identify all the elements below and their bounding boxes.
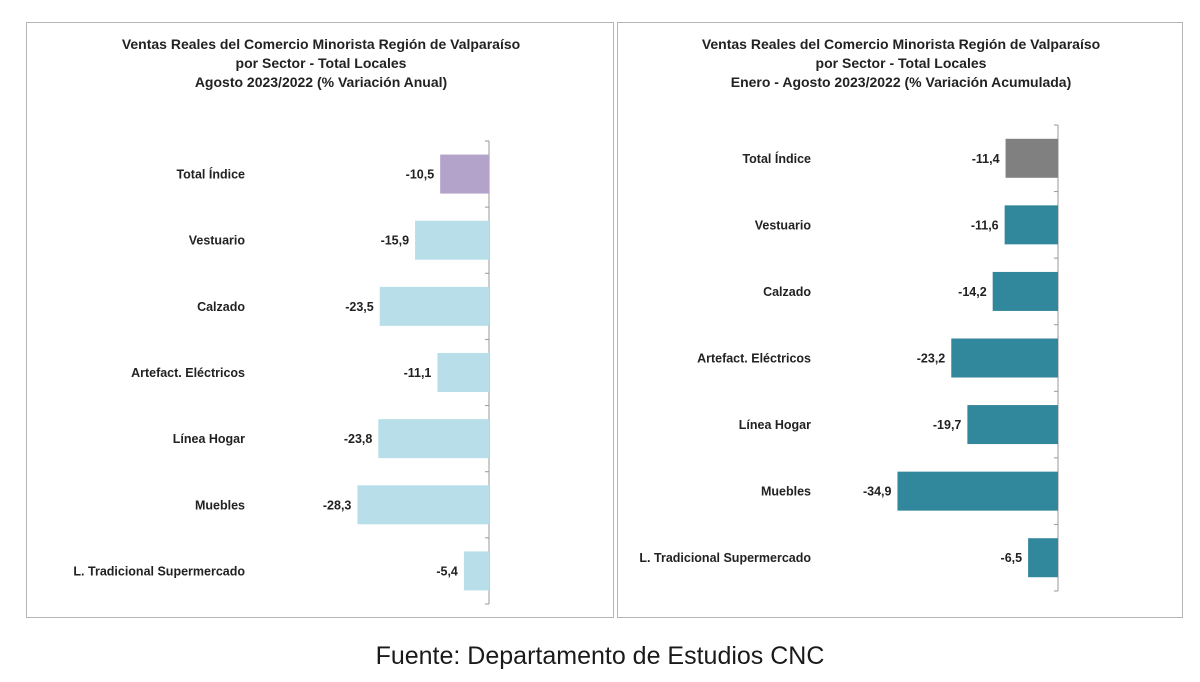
annual-value-label-2: -15,9	[381, 234, 410, 248]
accumulated-bar-3	[992, 271, 1058, 311]
annual-category-label-3: Calzado	[197, 300, 245, 314]
annual-title-line-2: por Sector - Total Locales	[236, 55, 407, 71]
annual-title-line-3: Agosto 2023/2022 (% Variación Anual)	[195, 74, 447, 90]
accumulated-bar-4	[951, 338, 1058, 378]
chart-panel-accumulated: Ventas Reales del Comercio Minorista Reg…	[617, 22, 1183, 618]
accumulated-value-label-4: -23,2	[917, 352, 946, 366]
bar-chart-accumulated: Ventas Reales del Comercio Minorista Reg…	[639, 36, 1100, 592]
accumulated-category-label-4: Artefact. Eléctricos	[697, 352, 811, 366]
annual-category-label-5: Línea Hogar	[173, 432, 245, 446]
annual-bar-7	[463, 551, 489, 591]
accumulated-category-label-6: Muebles	[761, 485, 811, 499]
source-note: Fuente: Departamento de Estudios CNC	[375, 642, 825, 670]
accumulated-category-label-7: L. Tradicional Supermercado	[639, 551, 811, 565]
accumulated-category-label-2: Vestuario	[755, 218, 812, 232]
accumulated-category-label-5: Línea Hogar	[739, 418, 811, 432]
accumulated-title-line-2: por Sector - Total Locales	[816, 55, 987, 71]
annual-value-label-5: -23,8	[344, 432, 373, 446]
accumulated-value-label-6: -34,9	[863, 485, 892, 499]
accumulated-bar-1	[1005, 138, 1058, 178]
accumulated-bar-5	[967, 405, 1058, 445]
annual-value-label-7: -5,4	[436, 564, 458, 578]
accumulated-bar-6	[897, 471, 1058, 511]
accumulated-value-label-5: -19,7	[933, 418, 962, 432]
annual-bar-5	[378, 419, 489, 459]
annual-bar-4	[437, 353, 489, 392]
annual-value-label-1: -10,5	[406, 168, 435, 182]
annual-bar-6	[357, 485, 489, 525]
annual-bar-1	[440, 154, 489, 194]
annual-bar-2	[415, 220, 489, 260]
annual-category-label-6: Muebles	[195, 498, 245, 512]
annual-category-label-2: Vestuario	[189, 234, 246, 248]
accumulated-value-label-3: -14,2	[958, 285, 987, 299]
chart-panel-annual: Ventas Reales del Comercio Minorista Reg…	[26, 22, 614, 618]
annual-category-label-1: Total Índice	[176, 167, 245, 182]
annual-title-line-1: Ventas Reales del Comercio Minorista Reg…	[122, 36, 520, 52]
accumulated-bar-2	[1004, 205, 1058, 245]
annual-value-label-6: -28,3	[323, 498, 352, 512]
annual-category-label-7: L. Tradicional Supermercado	[73, 564, 245, 578]
accumulated-title-line-1: Ventas Reales del Comercio Minorista Reg…	[702, 36, 1100, 52]
bar-chart-annual: Ventas Reales del Comercio Minorista Reg…	[73, 36, 520, 605]
accumulated-category-label-1: Total Índice	[742, 151, 811, 166]
accumulated-title-line-3: Enero - Agosto 2023/2022 (% Variación Ac…	[731, 74, 1072, 90]
annual-value-label-4: -11,1	[404, 366, 432, 380]
annual-category-label-4: Artefact. Eléctricos	[131, 366, 245, 380]
accumulated-value-label-1: -11,4	[972, 152, 1000, 166]
accumulated-bar-7	[1028, 538, 1058, 578]
accumulated-value-label-2: -11,6	[971, 218, 999, 232]
accumulated-value-label-7: -6,5	[1001, 551, 1023, 565]
accumulated-category-label-3: Calzado	[763, 285, 811, 299]
annual-bar-3	[379, 286, 489, 326]
annual-value-label-3: -23,5	[345, 300, 374, 314]
